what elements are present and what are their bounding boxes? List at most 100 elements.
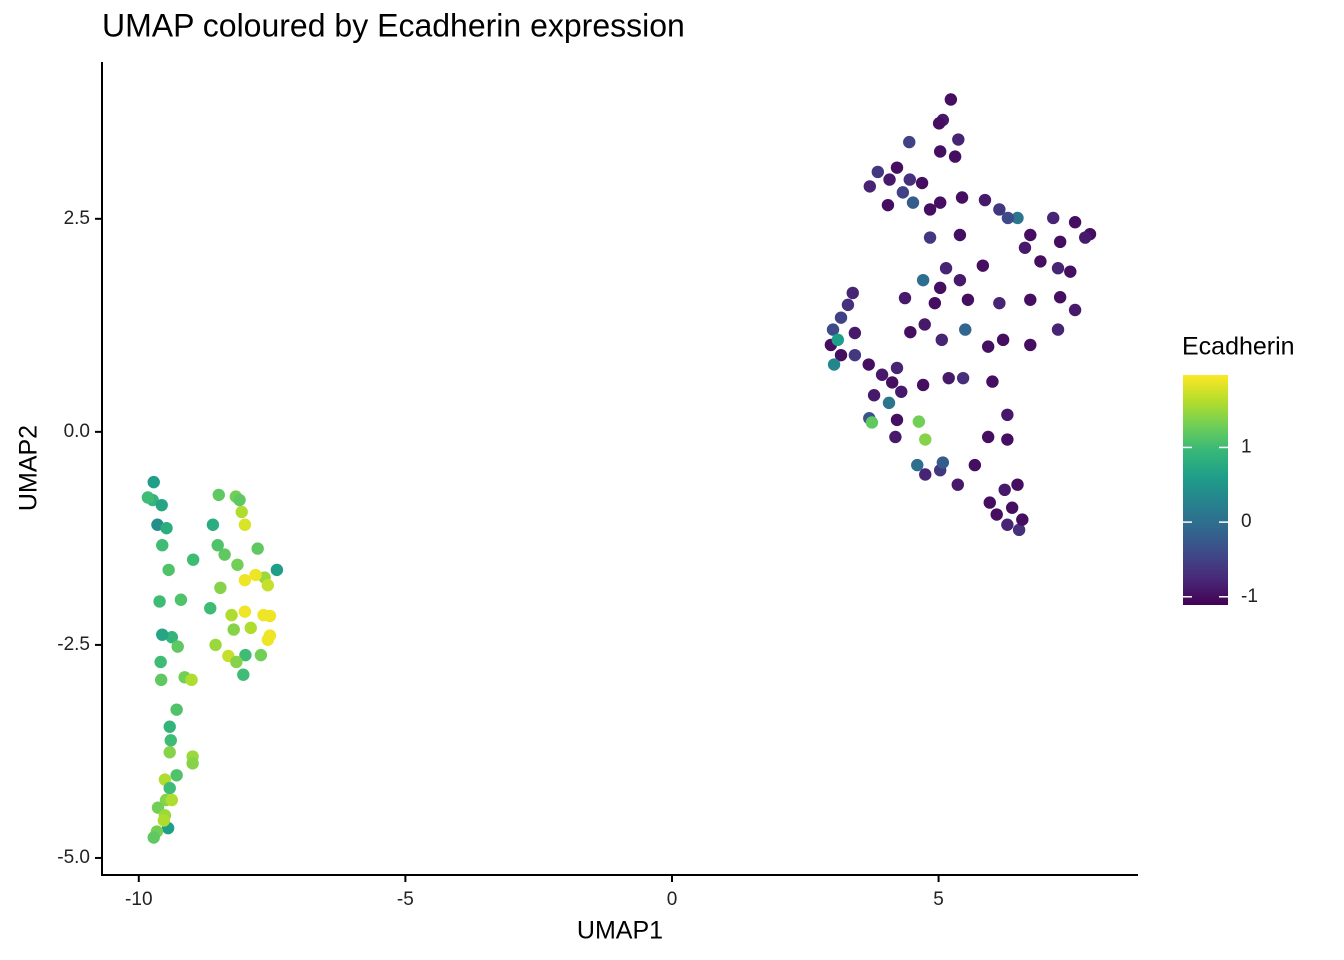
point bbox=[936, 456, 950, 469]
x-tick-label: 0 bbox=[667, 889, 678, 910]
point bbox=[170, 769, 183, 782]
point bbox=[238, 605, 252, 618]
y-tick-label: 0.0 bbox=[64, 421, 90, 442]
point bbox=[928, 296, 942, 310]
point bbox=[157, 814, 171, 827]
point bbox=[1034, 255, 1047, 268]
point bbox=[204, 602, 217, 615]
point bbox=[952, 133, 965, 146]
point bbox=[896, 186, 910, 199]
point bbox=[939, 262, 953, 275]
point bbox=[831, 333, 845, 347]
point bbox=[1079, 231, 1092, 244]
point bbox=[898, 291, 912, 305]
point bbox=[953, 228, 967, 242]
point bbox=[160, 521, 173, 535]
point bbox=[826, 323, 840, 336]
point bbox=[968, 458, 982, 472]
point bbox=[890, 413, 904, 427]
point bbox=[978, 193, 992, 207]
point bbox=[164, 734, 177, 747]
point bbox=[911, 458, 924, 472]
point bbox=[976, 259, 990, 272]
legend-title: Ecadherin bbox=[1182, 333, 1295, 361]
point bbox=[186, 757, 199, 770]
point bbox=[211, 538, 224, 552]
point bbox=[1064, 265, 1077, 278]
point bbox=[206, 518, 220, 531]
point bbox=[238, 518, 252, 531]
point bbox=[214, 581, 227, 595]
x-tick-label: -5 bbox=[397, 889, 414, 910]
point bbox=[162, 563, 175, 577]
point bbox=[841, 298, 855, 312]
x-axis-title: UMAP1 bbox=[577, 917, 663, 945]
y-tick-label: -2.5 bbox=[57, 634, 90, 655]
point bbox=[923, 203, 937, 216]
point bbox=[889, 430, 902, 444]
colorbar-tick-label: 1 bbox=[1241, 436, 1252, 457]
point bbox=[955, 191, 969, 204]
point bbox=[923, 231, 937, 244]
point bbox=[156, 628, 169, 641]
point bbox=[981, 430, 995, 444]
point bbox=[186, 553, 200, 566]
point bbox=[1001, 408, 1014, 422]
point bbox=[867, 389, 881, 402]
point bbox=[163, 781, 176, 795]
point bbox=[225, 608, 238, 622]
point bbox=[846, 286, 859, 300]
point bbox=[153, 595, 166, 608]
point bbox=[147, 831, 160, 844]
point bbox=[163, 746, 176, 759]
colorbar-tick-label: -1 bbox=[1241, 586, 1258, 607]
point bbox=[959, 323, 972, 336]
point bbox=[1051, 323, 1065, 336]
chart-title: UMAP coloured by Ecadherin expression bbox=[102, 7, 685, 43]
point bbox=[951, 478, 964, 491]
point bbox=[1053, 235, 1067, 249]
point bbox=[932, 117, 946, 130]
point bbox=[919, 433, 932, 446]
point bbox=[1053, 291, 1067, 304]
point bbox=[147, 475, 160, 489]
point bbox=[1005, 501, 1019, 514]
point bbox=[862, 358, 875, 371]
point bbox=[881, 198, 895, 212]
point bbox=[961, 293, 975, 306]
y-axis-title: UMAP2 bbox=[15, 425, 43, 511]
point bbox=[233, 493, 246, 507]
point bbox=[848, 326, 862, 340]
point bbox=[885, 376, 899, 389]
point bbox=[185, 673, 198, 687]
point bbox=[986, 375, 999, 388]
point bbox=[239, 648, 252, 662]
point bbox=[165, 631, 179, 644]
point bbox=[261, 579, 275, 592]
point bbox=[933, 196, 947, 209]
point bbox=[948, 150, 962, 163]
point bbox=[983, 496, 996, 509]
point bbox=[218, 548, 231, 561]
point bbox=[906, 196, 920, 209]
point bbox=[863, 180, 877, 193]
x-tick-label: 5 bbox=[933, 889, 944, 910]
point bbox=[154, 655, 167, 669]
point bbox=[944, 93, 958, 106]
point bbox=[154, 673, 168, 687]
point bbox=[915, 176, 929, 190]
point bbox=[230, 655, 243, 669]
point bbox=[916, 273, 930, 287]
point bbox=[895, 385, 908, 399]
point bbox=[174, 593, 188, 606]
point bbox=[998, 483, 1011, 497]
point bbox=[238, 573, 252, 587]
point bbox=[1001, 211, 1015, 225]
point bbox=[935, 333, 948, 347]
point bbox=[1068, 303, 1082, 317]
point bbox=[834, 348, 848, 362]
point bbox=[212, 488, 225, 502]
point bbox=[903, 173, 916, 186]
point bbox=[251, 542, 264, 555]
